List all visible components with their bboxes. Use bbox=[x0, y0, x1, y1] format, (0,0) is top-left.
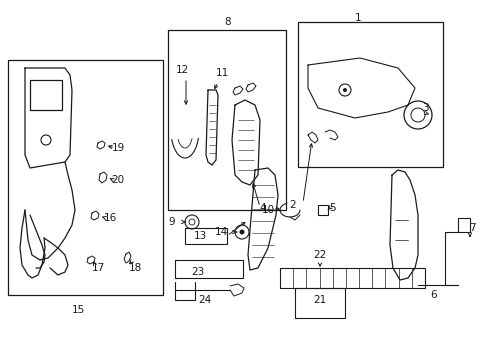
Text: 9: 9 bbox=[168, 217, 175, 227]
Text: 21: 21 bbox=[313, 295, 326, 305]
Bar bbox=[317, 205, 327, 215]
Bar bbox=[280, 268, 424, 288]
Text: 4: 4 bbox=[259, 203, 266, 213]
Text: 8: 8 bbox=[224, 17, 231, 27]
Text: 17: 17 bbox=[91, 263, 104, 273]
Text: 5: 5 bbox=[329, 203, 336, 213]
Text: 10: 10 bbox=[261, 205, 274, 215]
Text: 23: 23 bbox=[191, 267, 204, 277]
Bar bbox=[184, 228, 226, 244]
Text: 11: 11 bbox=[215, 68, 228, 78]
Text: 19: 19 bbox=[111, 143, 124, 153]
Bar bbox=[8, 60, 163, 295]
Bar bbox=[457, 218, 469, 232]
Text: 3: 3 bbox=[421, 103, 427, 113]
Text: 6: 6 bbox=[430, 290, 436, 300]
Text: 15: 15 bbox=[71, 305, 84, 315]
Text: 20: 20 bbox=[111, 175, 124, 185]
Text: 7: 7 bbox=[468, 223, 474, 233]
Bar bbox=[297, 22, 442, 167]
Text: 24: 24 bbox=[198, 295, 211, 305]
Text: 2: 2 bbox=[289, 200, 296, 210]
Text: 13: 13 bbox=[193, 231, 206, 241]
Text: 12: 12 bbox=[175, 65, 188, 75]
Text: 18: 18 bbox=[128, 263, 142, 273]
Text: 14: 14 bbox=[214, 227, 227, 237]
Bar bbox=[175, 260, 243, 278]
Text: 22: 22 bbox=[313, 250, 326, 260]
Circle shape bbox=[342, 88, 346, 92]
Text: 1: 1 bbox=[354, 13, 361, 23]
Bar bbox=[168, 30, 285, 210]
Text: 16: 16 bbox=[103, 213, 116, 223]
Circle shape bbox=[239, 230, 244, 234]
Bar bbox=[294, 288, 345, 318]
